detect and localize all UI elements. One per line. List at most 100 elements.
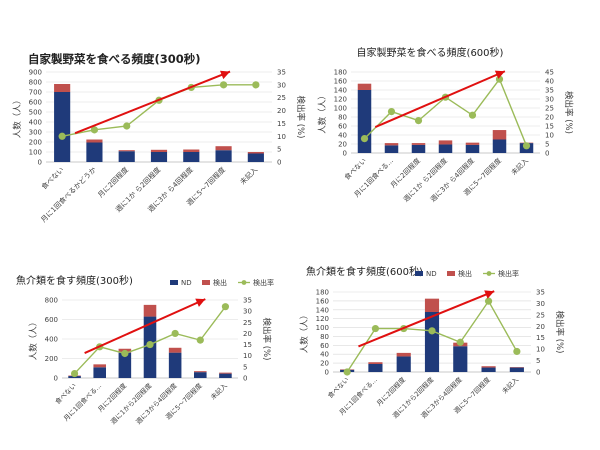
y-tick-label: 160 — [334, 78, 347, 86]
y-tick-label: 180 — [316, 289, 329, 297]
bar-detect — [357, 83, 372, 90]
rate-point — [221, 303, 230, 311]
y-tick-label: 140 — [334, 87, 347, 95]
y2-tick-label: 25 — [536, 311, 545, 319]
y2-tick-label: 25 — [545, 105, 554, 113]
chart-1: 自家製野菜を食べる頻度(300秒)01002003004005006007008… — [12, 52, 306, 224]
rate-point — [70, 369, 79, 378]
rate-point — [90, 126, 99, 134]
trend-arrow-head — [494, 70, 505, 79]
y-tick-label: 200 — [45, 355, 58, 363]
rate-point — [513, 347, 521, 356]
category-label: 食べない — [342, 156, 368, 182]
legend-swatch-detect — [202, 280, 210, 285]
y-tick-label: 400 — [45, 336, 58, 344]
y2-tick-label: 35 — [277, 69, 286, 77]
rate-point — [484, 297, 493, 305]
bar-nd — [453, 346, 468, 372]
y2-tick-label: 35 — [545, 87, 554, 95]
category-label: 週に3から4回程度 — [134, 381, 179, 426]
y2-tick-label: 10 — [277, 133, 286, 141]
y2-tick-label: 15 — [243, 341, 252, 349]
category-label: 週に3か ら4回程度 — [428, 156, 476, 204]
y-tick-label: 0 — [38, 159, 42, 167]
bar-detect — [424, 298, 440, 312]
legend-label-nd: ND — [426, 270, 437, 278]
category-label: 食べない — [326, 375, 351, 400]
rate-point — [522, 142, 531, 150]
trend-arrow-head — [220, 70, 231, 80]
y-tick-label: 80 — [320, 333, 329, 341]
rate-point — [58, 132, 66, 140]
rate-point — [219, 81, 228, 89]
bar-detect — [54, 84, 71, 92]
y2-tick-label: 35 — [536, 289, 545, 297]
bar-nd — [465, 144, 480, 153]
y-tick-label: 40 — [338, 132, 347, 140]
rate-point — [123, 122, 131, 130]
y-tick-label: 700 — [29, 89, 42, 97]
y2-tick-label: 0 — [536, 369, 540, 377]
bar-nd — [481, 367, 496, 372]
y-tick-label: 160 — [316, 297, 329, 305]
category-label: 食べない — [53, 381, 78, 406]
bar-nd — [247, 153, 264, 162]
bar-nd — [509, 367, 524, 372]
y2-tick-label: 20 — [243, 330, 252, 338]
y-tick-label: 40 — [320, 351, 329, 359]
bar-nd — [118, 151, 135, 162]
y-tick-label: 80 — [338, 114, 347, 122]
y-tick-label: 300 — [29, 129, 42, 137]
trend-arrow — [358, 290, 495, 348]
bar-detect — [438, 140, 453, 145]
bar-nd — [492, 139, 507, 153]
y2-tick-label: 20 — [277, 107, 286, 115]
legend-swatch-detect — [447, 271, 455, 276]
rate-point — [360, 135, 369, 143]
y-tick-label: 180 — [334, 69, 347, 77]
chart-3: 魚介類を食す頻度(300秒) 0 200 400 600 800 0 5 10 15 20 25 30 3… — [16, 274, 274, 426]
trend-arrow — [84, 298, 206, 354]
category-label: 月に1回食べるかどうか — [39, 165, 98, 224]
y2-tick-label: 30 — [243, 308, 252, 316]
category-label: 未記入 — [238, 165, 259, 186]
y2-tick-label: 5 — [545, 141, 549, 149]
y-tick-label: 200 — [29, 139, 42, 147]
chart-4: 魚介類を食す頻度(600秒)02040608010012014016018005… — [299, 265, 565, 420]
y-axis-label: 人数（人） — [317, 91, 328, 134]
y-tick-label: 100 — [334, 105, 347, 113]
y-tick-label: 500 — [29, 109, 42, 117]
legend-label-detect: 検出 — [213, 278, 227, 287]
y-tick-label: 20 — [320, 360, 329, 368]
bar-detect — [219, 372, 232, 374]
chart-2: 自家製野菜を食べる頻度(600秒)02040608010012014016018… — [317, 46, 574, 204]
y-tick-label: 0 — [54, 375, 58, 383]
y2-tick-label: 10 — [536, 346, 545, 354]
y2-tick-label: 15 — [536, 334, 545, 342]
y-tick-label: 100 — [316, 324, 329, 332]
bar-nd — [215, 150, 232, 162]
rate-point — [371, 324, 380, 333]
bar-detect — [168, 347, 182, 353]
bar-nd — [368, 364, 383, 372]
rate-point — [146, 340, 154, 349]
rate-point — [171, 329, 179, 338]
y-tick-label: 120 — [316, 315, 329, 323]
bar-detect — [143, 304, 157, 317]
bar-detect — [368, 362, 383, 364]
rate-point — [428, 327, 436, 335]
legend: ND 検出 検出率 — [415, 269, 519, 278]
bar-detect — [465, 142, 480, 145]
rate-point — [456, 338, 464, 346]
y-tick-label: 400 — [29, 119, 42, 127]
y2-tick-label: 5 — [277, 146, 281, 154]
legend-swatch-rate-point — [241, 280, 247, 285]
bar-detect — [86, 139, 103, 143]
y-tick-label: 20 — [338, 141, 347, 149]
trend-arrow-head — [195, 298, 206, 307]
trend-arrow — [374, 70, 506, 128]
y2-tick-label: 45 — [545, 69, 554, 77]
y-tick-label: 900 — [29, 69, 42, 77]
y-tick-label: 140 — [316, 306, 329, 314]
rate-point — [495, 75, 504, 83]
